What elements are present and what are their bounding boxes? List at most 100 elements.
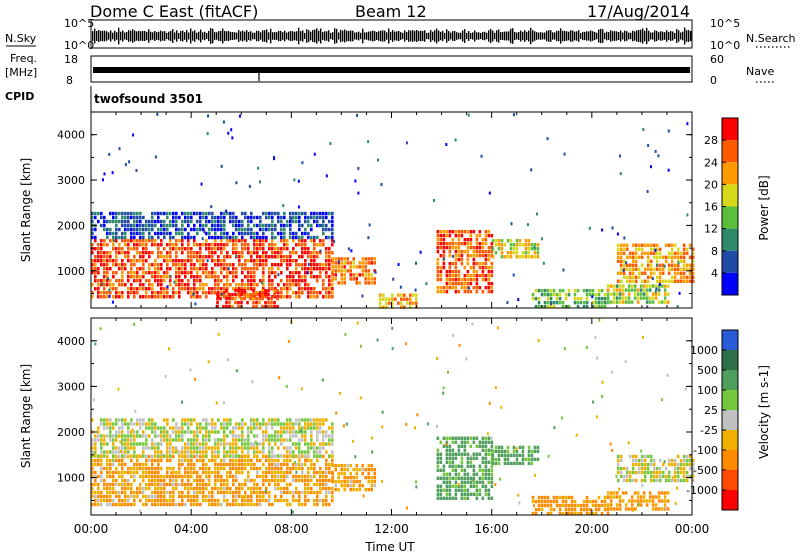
echo-pixel — [169, 274, 172, 278]
echo-pixel — [274, 486, 277, 491]
echo-pixel — [439, 496, 443, 500]
echo-pixel — [534, 499, 538, 504]
echo-pixel — [295, 263, 298, 267]
echo-pixel — [682, 478, 686, 483]
echo-pixel — [362, 494, 365, 498]
echo-pixel — [591, 499, 595, 504]
echo-pixel — [115, 458, 118, 463]
sky-noise-sample — [290, 30, 292, 42]
echo-pixel — [172, 211, 175, 216]
echo-pixel — [175, 482, 178, 487]
echo-pixel — [211, 426, 214, 430]
echo-pixel — [454, 464, 458, 468]
echo-pixel — [439, 488, 443, 492]
echo-pixel — [223, 422, 226, 426]
echo-pixel — [202, 418, 205, 422]
echo-pixel — [160, 231, 163, 236]
echo-pixel — [187, 283, 190, 287]
echo-pixel — [208, 235, 211, 240]
echo-pixel — [115, 418, 118, 422]
echo-pixel — [193, 235, 196, 240]
echo-pixel — [253, 239, 256, 243]
echo-pixel — [97, 219, 100, 224]
echo-pixel — [91, 494, 94, 499]
echo-pixel — [361, 269, 364, 273]
echo-pixel — [295, 267, 298, 271]
echo-pixel — [232, 426, 235, 430]
echo-pixel — [268, 422, 271, 426]
echo-pixel — [229, 502, 232, 507]
echo-pixel — [310, 422, 313, 426]
echo-pixel — [295, 211, 298, 216]
echo-pixel — [145, 462, 148, 467]
echo-pixel — [142, 215, 145, 220]
echo-pixel — [127, 275, 130, 279]
sky-noise-sample — [516, 32, 518, 40]
echo-pixel — [259, 239, 262, 243]
echo-pixel — [151, 442, 154, 446]
echo-pixel — [540, 495, 544, 500]
echo-pixel — [262, 462, 265, 467]
echo-pixel — [655, 259, 659, 263]
echo-pixel — [202, 498, 205, 503]
echo-pixel — [463, 476, 467, 480]
echo-pixel — [402, 293, 406, 297]
echo-pixel — [676, 267, 680, 271]
echo-pixel — [226, 490, 229, 495]
echo-pixel — [265, 295, 268, 299]
echo-pixel — [112, 426, 115, 430]
echo-pixel — [472, 472, 476, 476]
echo-pixel — [205, 498, 208, 503]
sky-noise-sample — [636, 30, 638, 42]
echo-pixel — [202, 259, 205, 263]
echo-pixel — [202, 486, 205, 491]
echo-pixel — [91, 474, 94, 479]
echo-pixel — [243, 288, 246, 293]
sky-noise-sample — [582, 31, 584, 41]
echo-pixel — [657, 300, 661, 304]
echo-pixel — [250, 287, 253, 291]
echo-pixel — [193, 211, 196, 216]
echo-pixel — [649, 243, 653, 247]
echo-pixel — [241, 438, 244, 442]
echo-pixel — [181, 231, 184, 236]
echo-pixel — [193, 287, 196, 291]
echo-pixel — [241, 239, 244, 243]
echo-pixel — [247, 494, 250, 499]
echo-pixel — [301, 247, 304, 251]
echo-pixel — [352, 273, 355, 277]
echo-pixel — [262, 450, 265, 454]
echo-pixel — [280, 259, 283, 263]
echo-pixel — [627, 441, 630, 445]
echo-pixel — [646, 279, 650, 283]
echo-pixel — [226, 358, 229, 362]
echo-pixel — [310, 239, 313, 243]
echo-pixel — [124, 235, 127, 240]
echo-pixel — [189, 368, 192, 372]
echo-pixel — [136, 454, 139, 458]
echo-pixel — [232, 450, 235, 454]
echo-pixel — [316, 478, 319, 483]
echo-pixel — [175, 474, 178, 479]
echo-pixel — [469, 281, 473, 286]
echo-pixel — [380, 479, 383, 483]
echo-pixel — [298, 450, 301, 454]
echo-pixel — [292, 474, 295, 479]
echo-pixel — [199, 275, 202, 279]
echo-pixel — [622, 263, 626, 267]
echo-pixel — [298, 271, 301, 275]
echo-pixel — [247, 478, 250, 483]
echo-pixel — [235, 458, 238, 463]
echo-pixel — [515, 461, 519, 466]
echo-pixel — [187, 223, 190, 228]
echo-pixel — [445, 143, 448, 147]
echo-pixel — [271, 251, 274, 255]
echo-pixel — [160, 434, 163, 438]
echo-pixel — [298, 279, 301, 283]
echo-pixel — [643, 466, 647, 471]
echo-pixel — [679, 462, 683, 467]
sky-noise-sample — [244, 31, 246, 41]
echo-pixel — [688, 255, 692, 259]
colorbar-tick-label: 12 — [704, 223, 718, 236]
echo-pixel — [609, 491, 613, 495]
